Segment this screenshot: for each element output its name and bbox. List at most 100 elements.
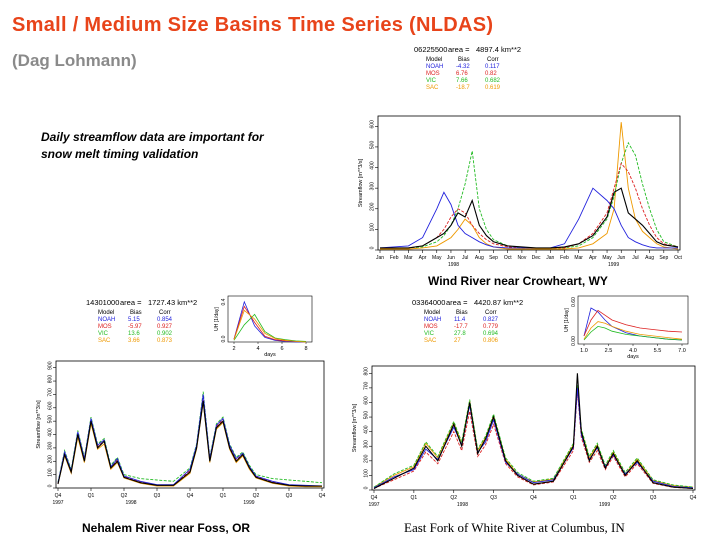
stats-bias-noah: 11.4 xyxy=(454,317,466,323)
x-tick-label: Mar xyxy=(404,255,413,261)
uh-frame xyxy=(227,295,313,343)
x-tick-label: Jun xyxy=(617,255,625,261)
stats-bias-mos: -17.7 xyxy=(454,324,468,330)
stats-model-mos: MOS xyxy=(98,324,112,330)
stats-bias-sac: 3.66 xyxy=(128,338,140,344)
series-line-mos xyxy=(380,162,679,249)
uh-x-tick-label: 5.5 xyxy=(654,348,662,354)
x-tick-label: Apr xyxy=(589,255,597,261)
stats-bias-vic: 13.6 xyxy=(128,331,140,337)
stats-model-mos: MOS xyxy=(426,71,440,77)
year-label: 1998 xyxy=(125,500,136,506)
x-tick-label: May xyxy=(602,255,612,261)
x-tick-label: Q4 xyxy=(319,493,326,499)
x-tick-label: Q3 xyxy=(490,495,497,501)
stats-bias-vic: 27.8 xyxy=(454,331,466,337)
stats-model-sac: SAC xyxy=(426,85,439,91)
x-tick-label: Q2 xyxy=(121,493,128,499)
x-tick-label: Jun xyxy=(447,255,455,261)
uh-x-axis-label: days xyxy=(627,354,639,360)
uh-line-sac xyxy=(583,321,683,340)
station-id: 06225500 xyxy=(414,45,447,54)
stats-bias-vic: 7.66 xyxy=(456,78,468,84)
uh-line-vic xyxy=(233,313,307,342)
x-tick-label: Q1 xyxy=(570,495,577,501)
x-tick-label: Q1 xyxy=(220,493,227,499)
stats-corr-mos: 0.927 xyxy=(157,324,173,330)
uh-x-tick-label: 4 xyxy=(256,346,259,352)
x-tick-label: Feb xyxy=(390,255,399,261)
x-tick-label: Q4 xyxy=(371,495,378,501)
nehalem-chart: 0 100 200 300 400 500 600 700 800 900 Streamflow [… xyxy=(36,360,326,506)
series-line-sac xyxy=(373,386,694,488)
area-value: 1727.43 km**2 xyxy=(148,298,197,307)
y-axis-label: Streamflow [m**3/s] xyxy=(36,400,42,449)
series-line-obs xyxy=(380,187,679,249)
x-tick-label: Q2 xyxy=(610,495,617,501)
wind-river-chart: 0 100 200 300 400 500 600 Streamflow [m**3/s] Ja… xyxy=(358,115,682,268)
y-tick-label: 0 xyxy=(364,486,370,489)
wind-river-caption: Wind River near Crowheart, WY xyxy=(428,274,608,288)
x-tick-label: Jul xyxy=(632,255,638,261)
stats-header-corr: Corr xyxy=(485,310,497,316)
year-label: 1999 xyxy=(599,502,610,508)
y-tick-label: 800 xyxy=(48,375,54,384)
y-tick-label: 500 xyxy=(48,415,54,424)
y-tick-label: 200 xyxy=(364,454,370,463)
x-tick-label: Q2 xyxy=(450,495,457,501)
x-tick-label: Sep xyxy=(659,255,668,261)
y-tick-label: 700 xyxy=(364,381,370,390)
y-tick-label: 200 xyxy=(370,202,376,211)
uh-line-sac xyxy=(233,309,307,343)
stats-header-model: Model xyxy=(98,310,114,316)
x-tick-label: Dec xyxy=(532,255,541,261)
stats-corr-vic: 0.682 xyxy=(485,78,501,84)
stats-model-mos: MOS xyxy=(424,324,438,330)
white-river-stats: 03364000 area = 4420.87 km**2 Model Bias Corr… xyxy=(412,298,523,344)
stats-header-corr: Corr xyxy=(159,310,171,316)
uh-y-axis-label: UH [1/day] xyxy=(564,308,570,332)
stats-corr-noah: 0.117 xyxy=(485,64,500,70)
x-tick-label: Jul xyxy=(462,255,468,261)
y-axis-label: Streamflow [m**3/s] xyxy=(352,403,358,452)
station-id: 14301000 xyxy=(86,298,119,307)
uh-line-noah xyxy=(233,300,306,343)
x-tick-label: Apr xyxy=(419,255,427,261)
y-tick-label: 0 xyxy=(370,246,376,249)
y-tick-label: 300 xyxy=(364,440,370,449)
series-line-vic xyxy=(380,141,679,249)
x-tick-label: Oct xyxy=(504,255,512,261)
y-tick-label: 300 xyxy=(48,442,54,451)
y-tick-label: 400 xyxy=(48,428,54,437)
uh-y-tick-label: 0.60 xyxy=(571,297,577,307)
x-tick-label: Q3 xyxy=(650,495,657,501)
y-tick-label: 300 xyxy=(370,182,376,191)
nehalem-stats: 14301000 area = 1727.43 km**2 Model Bias Corr… xyxy=(86,298,197,344)
stats-header-corr: Corr xyxy=(487,57,499,63)
area-value: 4897.4 km**2 xyxy=(476,45,521,54)
x-tick-label: Q2 xyxy=(253,493,260,499)
x-tick-label: Q3 xyxy=(286,493,293,499)
x-tick-label: Q4 xyxy=(690,495,697,501)
uh-frame xyxy=(577,295,689,345)
year-label: 1998 xyxy=(457,502,468,508)
stats-bias-sac: -18.7 xyxy=(456,85,470,91)
x-tick-label: Oct xyxy=(674,255,682,261)
uh-y-axis-label: UH [1/day] xyxy=(214,307,220,331)
area-label: area = xyxy=(120,298,142,307)
y-tick-label: 500 xyxy=(364,411,370,420)
stats-model-vic: VIC xyxy=(426,78,437,84)
slide-title: Small / Medium Size Basins Time Series (… xyxy=(12,14,494,36)
stats-model-noah: NOAH xyxy=(98,317,115,323)
y-tick-label: 700 xyxy=(48,388,54,397)
y-tick-label: 800 xyxy=(364,367,370,376)
nehalem-uh-chart: 2 4 6 8 days 0.0 0.4UH [1/day] xyxy=(214,295,313,358)
slide-author: (Dag Lohmann) xyxy=(12,51,137,70)
y-tick-label: 100 xyxy=(48,468,54,477)
stats-corr-mos: 0.779 xyxy=(483,324,499,330)
year-label: 1997 xyxy=(368,502,379,508)
x-tick-label: Q4 xyxy=(55,493,62,499)
stats-corr-sac: 0.806 xyxy=(483,338,499,344)
x-tick-label: Q4 xyxy=(530,495,537,501)
x-tick-label: Q4 xyxy=(187,493,194,499)
